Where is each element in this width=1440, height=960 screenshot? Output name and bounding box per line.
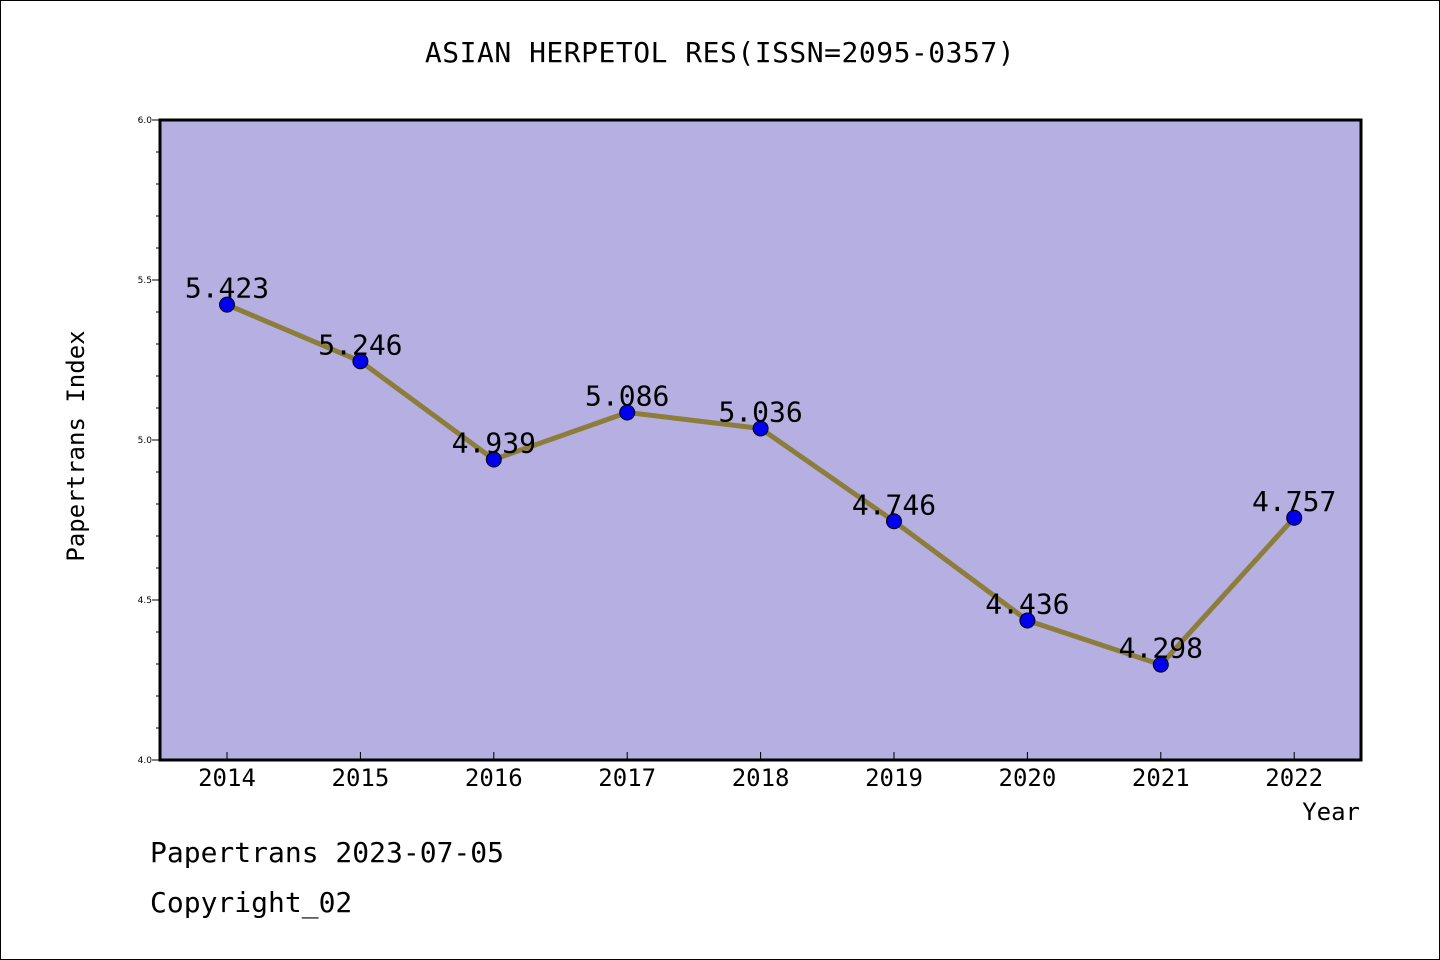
footer-date: Papertrans 2023-07-05	[150, 836, 505, 869]
x-tick-label: 2021	[1132, 764, 1190, 792]
y-tick-label: 6.0	[138, 116, 153, 126]
y-tick-label: 4.5	[138, 596, 152, 606]
data-label: 5.423	[185, 272, 269, 305]
data-point	[619, 404, 636, 421]
x-tick-label: 2019	[865, 764, 923, 792]
y-tick-label: 5.5	[138, 276, 152, 286]
data-label: 4.298	[1119, 632, 1203, 665]
data-point	[485, 451, 502, 468]
y-axis-label: Papertrans Index	[62, 330, 90, 561]
footer-copyright: Copyright_02	[150, 886, 353, 919]
data-point	[352, 353, 369, 370]
y-tick-label: 4.0	[138, 756, 153, 766]
data-label: 4.757	[1252, 485, 1336, 518]
data-label: 5.246	[318, 328, 402, 361]
data-point	[219, 296, 235, 313]
x-tick-label: 2017	[598, 764, 656, 792]
data-label: 5.036	[718, 395, 802, 428]
y-tick-label: 5.0	[138, 436, 153, 446]
data-label: 5.086	[585, 379, 669, 412]
data-point	[1152, 656, 1169, 673]
data-label: 4.746	[852, 488, 936, 521]
data-point	[886, 513, 902, 530]
plot-area	[158, 118, 1363, 762]
chart-title: ASIAN HERPETOL RES(ISSN=2095-0357)	[424, 36, 1016, 69]
x-tick-label: 2018	[732, 764, 790, 792]
x-tick-label: 2022	[1265, 764, 1323, 792]
data-point	[752, 420, 769, 437]
x-axis-label: Year	[1302, 798, 1360, 826]
x-tick-label: 2014	[198, 764, 256, 792]
x-tick-label: 2016	[465, 764, 523, 792]
data-label: 4.436	[985, 587, 1069, 620]
data-point	[1286, 509, 1303, 526]
x-tick-label: 2020	[999, 764, 1057, 792]
data-point	[1019, 612, 1036, 629]
x-tick-label: 2015	[332, 764, 390, 792]
data-label: 4.939	[452, 427, 536, 460]
